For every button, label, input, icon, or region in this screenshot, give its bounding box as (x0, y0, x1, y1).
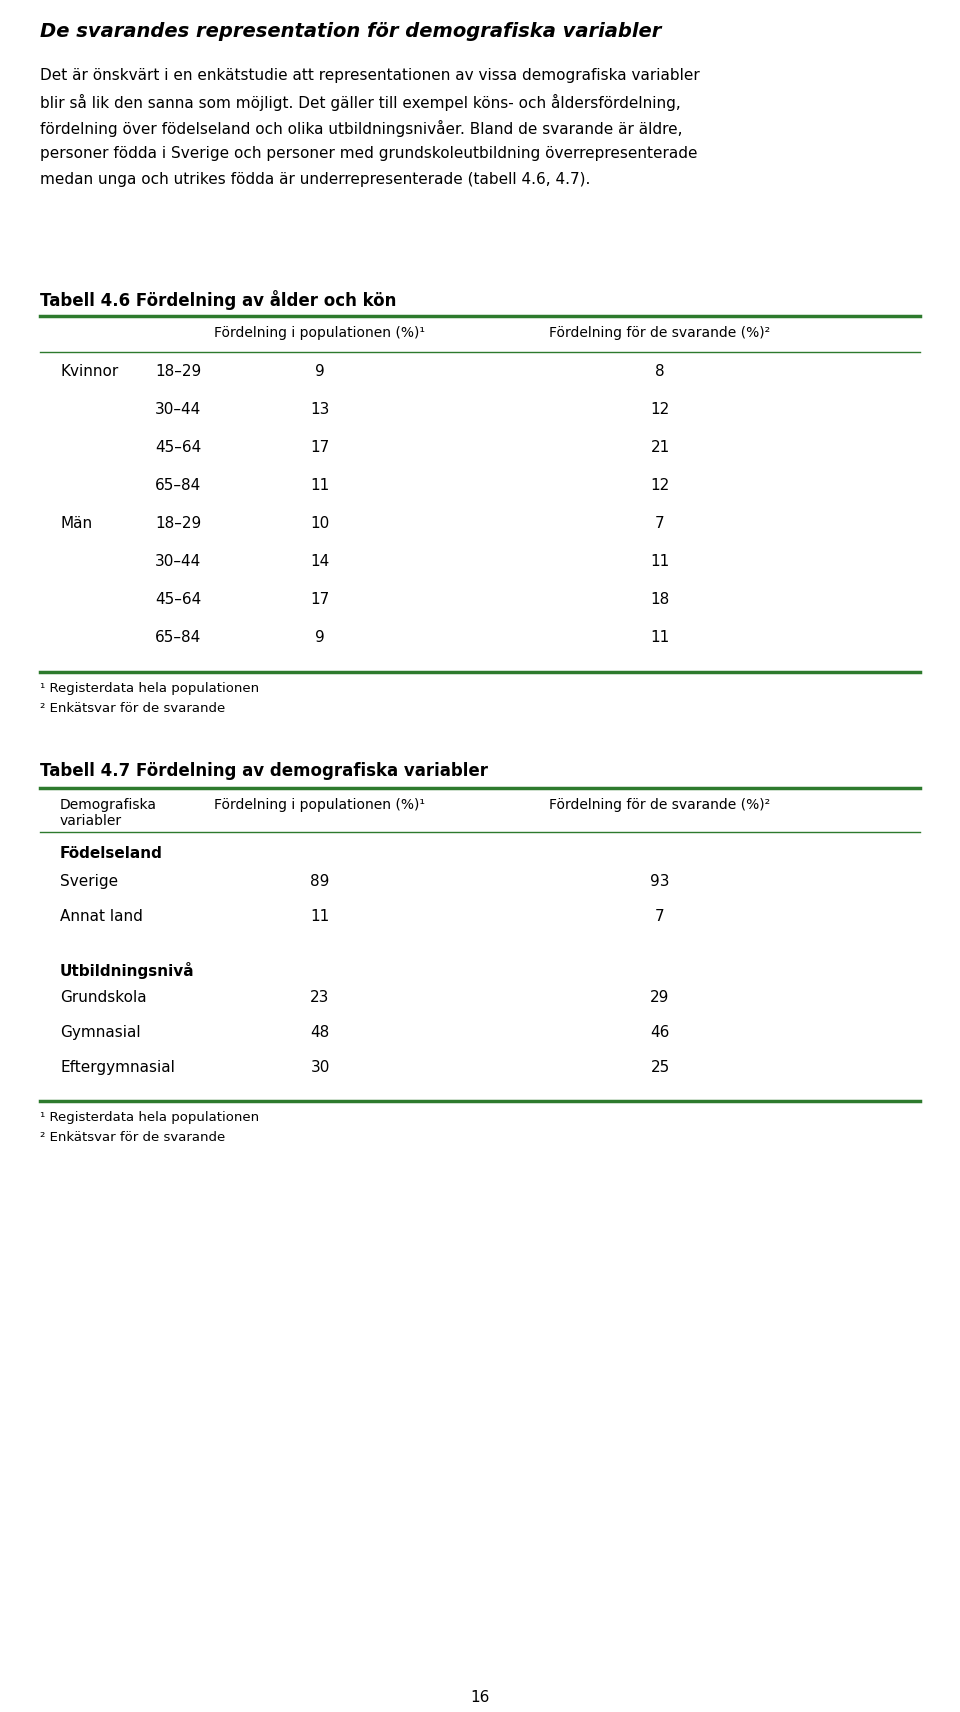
Text: Utbildningsnivå: Utbildningsnivå (60, 962, 195, 979)
Text: 93: 93 (650, 875, 670, 889)
Text: 18–29: 18–29 (155, 515, 202, 531)
Text: Män: Män (60, 515, 92, 531)
Text: 14: 14 (310, 555, 329, 568)
Text: Födelseland: Födelseland (60, 846, 163, 861)
Text: 30: 30 (310, 1060, 329, 1075)
Text: Gymnasial: Gymnasial (60, 1025, 140, 1039)
Text: 17: 17 (310, 592, 329, 608)
Text: fördelning över födelseland och olika utbildningsnivåer. Bland de svarande är äl: fördelning över födelseland och olika ut… (40, 120, 683, 137)
Text: 11: 11 (650, 555, 670, 568)
Text: 30–44: 30–44 (155, 402, 202, 418)
Text: 48: 48 (310, 1025, 329, 1039)
Text: 23: 23 (310, 990, 329, 1005)
Text: 11: 11 (650, 630, 670, 645)
Text: 30–44: 30–44 (155, 555, 202, 568)
Text: Eftergymnasial: Eftergymnasial (60, 1060, 175, 1075)
Text: 18–29: 18–29 (155, 365, 202, 378)
Text: 8: 8 (655, 365, 665, 378)
Text: ¹ Registerdata hela populationen: ¹ Registerdata hela populationen (40, 1111, 259, 1125)
Text: 10: 10 (310, 515, 329, 531)
Text: 11: 11 (310, 478, 329, 493)
Text: Fördelning i populationen (%)¹: Fördelning i populationen (%)¹ (214, 325, 425, 341)
Text: Fördelning i populationen (%)¹: Fördelning i populationen (%)¹ (214, 798, 425, 811)
Text: 46: 46 (650, 1025, 670, 1039)
Text: Tabell 4.6 Fördelning av ålder och kön: Tabell 4.6 Fördelning av ålder och kön (40, 289, 396, 310)
Text: 13: 13 (310, 402, 329, 418)
Text: Annat land: Annat land (60, 909, 143, 924)
Text: 12: 12 (650, 402, 670, 418)
Text: 12: 12 (650, 478, 670, 493)
Text: 9: 9 (315, 630, 324, 645)
Text: Fördelning för de svarande (%)²: Fördelning för de svarande (%)² (549, 325, 771, 341)
Text: 89: 89 (310, 875, 329, 889)
Text: ¹ Registerdata hela populationen: ¹ Registerdata hela populationen (40, 681, 259, 695)
Text: 18: 18 (650, 592, 670, 608)
Text: 45–64: 45–64 (155, 440, 202, 455)
Text: ² Enkätsvar för de svarande: ² Enkätsvar för de svarande (40, 702, 226, 716)
Text: 25: 25 (650, 1060, 670, 1075)
Text: 17: 17 (310, 440, 329, 455)
Text: 29: 29 (650, 990, 670, 1005)
Text: 45–64: 45–64 (155, 592, 202, 608)
Text: Grundskola: Grundskola (60, 990, 147, 1005)
Text: variabler: variabler (60, 813, 122, 829)
Text: Det är önskvärt i en enkätstudie att representationen av vissa demografiska vari: Det är önskvärt i en enkätstudie att rep… (40, 68, 700, 82)
Text: 65–84: 65–84 (155, 630, 202, 645)
Text: 65–84: 65–84 (155, 478, 202, 493)
Text: medan unga och utrikes födda är underrepresenterade (tabell 4.6, 4.7).: medan unga och utrikes födda är underrep… (40, 171, 590, 187)
Text: Fördelning för de svarande (%)²: Fördelning för de svarande (%)² (549, 798, 771, 811)
Text: 9: 9 (315, 365, 324, 378)
Text: Tabell 4.7 Fördelning av demografiska variabler: Tabell 4.7 Fördelning av demografiska va… (40, 762, 488, 781)
Text: blir så lik den sanna som möjligt. Det gäller till exempel köns- och åldersförde: blir så lik den sanna som möjligt. Det g… (40, 94, 681, 111)
Text: De svarandes representation för demografiska variabler: De svarandes representation för demograf… (40, 22, 661, 41)
Text: ² Enkätsvar för de svarande: ² Enkätsvar för de svarande (40, 1132, 226, 1144)
Text: 21: 21 (650, 440, 670, 455)
Text: 11: 11 (310, 909, 329, 924)
Text: 7: 7 (655, 909, 665, 924)
Text: Sverige: Sverige (60, 875, 118, 889)
Text: 7: 7 (655, 515, 665, 531)
Text: personer födda i Sverige och personer med grundskoleutbildning överrepresenterad: personer födda i Sverige och personer me… (40, 146, 698, 161)
Text: 16: 16 (470, 1690, 490, 1705)
Text: Demografiska: Demografiska (60, 798, 157, 811)
Text: Kvinnor: Kvinnor (60, 365, 118, 378)
